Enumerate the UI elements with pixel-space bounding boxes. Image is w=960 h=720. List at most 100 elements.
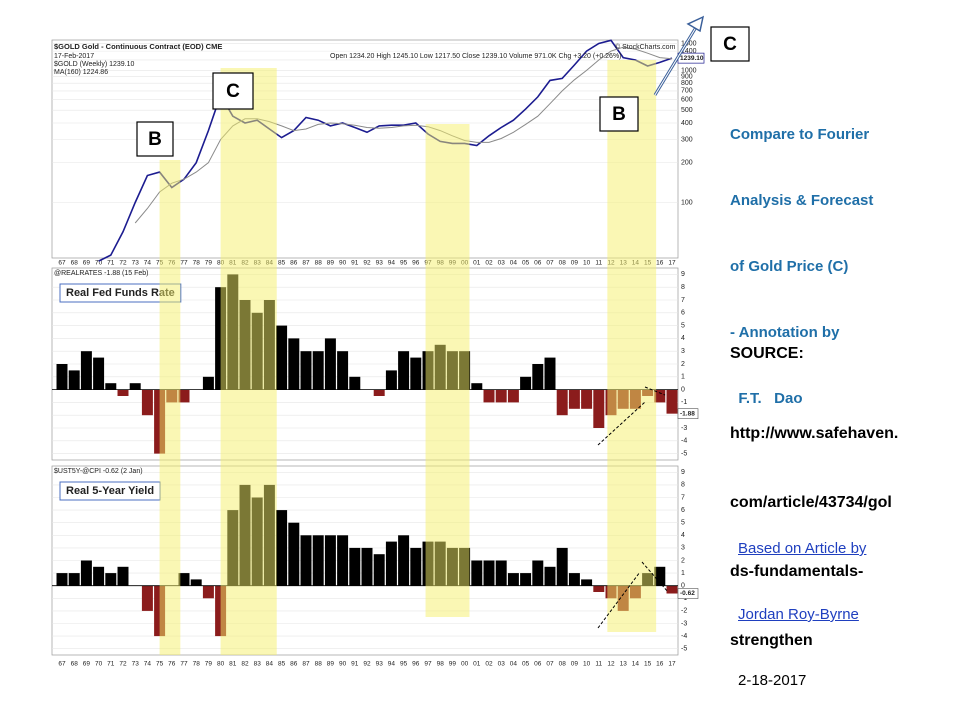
y-tick-label: -4 xyxy=(681,633,687,640)
x-tick-label: 89 xyxy=(327,661,335,668)
bar xyxy=(544,566,556,586)
x-tick-label: 90 xyxy=(339,260,347,267)
x-tick-label: 04 xyxy=(510,260,518,267)
x-tick-label: 12 xyxy=(607,661,615,668)
x-tick-label: 96 xyxy=(412,260,420,267)
x-tick-label: 06 xyxy=(534,260,542,267)
arrow xyxy=(654,23,699,96)
x-tick-label: 10 xyxy=(583,260,591,267)
bar xyxy=(56,573,68,586)
article-credit: Based on Article by Jordan Roy-Byrne 2-1… xyxy=(738,494,866,714)
x-tick-label: 67 xyxy=(58,260,66,267)
x-tick-label: 05 xyxy=(522,661,530,668)
x-tick-label: 76 xyxy=(168,661,176,668)
x-tick-label: 91 xyxy=(351,260,359,267)
bar xyxy=(178,389,190,403)
arrow-head xyxy=(686,15,705,33)
panel-title: $UST5Y-@CPI -0.62 (2 Jan) xyxy=(54,468,143,475)
bar xyxy=(556,389,568,416)
last-value: -1.88 xyxy=(680,410,695,417)
highlight-band xyxy=(220,68,277,655)
label-box xyxy=(136,121,174,157)
bar xyxy=(349,376,361,390)
bar xyxy=(349,547,361,586)
plots: 1002003004005006007008009001000120014001… xyxy=(51,39,705,668)
x-tick-label: 01 xyxy=(473,661,481,668)
x-tick-label: 03 xyxy=(498,661,506,668)
bar xyxy=(581,389,593,409)
wave-letter: B xyxy=(148,129,162,150)
bar xyxy=(581,579,593,586)
x-tick-label: 79 xyxy=(205,661,213,668)
bar xyxy=(654,566,666,586)
trend-line xyxy=(597,401,646,446)
bar xyxy=(593,389,605,428)
bar xyxy=(178,573,190,586)
panel-label-box xyxy=(59,283,182,303)
x-tick-label: 10 xyxy=(583,661,591,668)
y-tick-label: 0 xyxy=(681,386,685,393)
y-tick-label: 2 xyxy=(681,557,685,564)
bar xyxy=(398,351,410,390)
y-tick-label: 0 xyxy=(681,583,685,590)
x-tick-label: 77 xyxy=(180,661,188,668)
x-tick-label: 02 xyxy=(485,260,493,267)
x-tick-label: 02 xyxy=(485,661,493,668)
x-tick-label: 74 xyxy=(144,661,152,668)
x-tick-label: 70 xyxy=(95,661,103,668)
note-line: of Gold Price (C) xyxy=(730,258,849,275)
y-tick-label: 5 xyxy=(681,322,685,329)
bar xyxy=(654,389,666,403)
article-link[interactable]: Jordan Roy-Byrne xyxy=(738,606,859,623)
x-tick-label: 87 xyxy=(302,661,310,668)
bar xyxy=(507,573,519,586)
x-tick-label: 75 xyxy=(156,661,164,668)
y-tick-label: -5 xyxy=(681,646,687,653)
x-tick-label: 86 xyxy=(290,260,298,267)
bar xyxy=(556,547,568,586)
highlight-band xyxy=(425,124,470,617)
y-tick-label: 1000 xyxy=(681,67,697,74)
y-tick-label: 200 xyxy=(681,160,693,167)
x-tick-label: 93 xyxy=(376,661,384,668)
bar xyxy=(507,389,519,403)
bar xyxy=(93,357,105,390)
label-box xyxy=(212,72,254,110)
x-tick-label: 84 xyxy=(266,661,274,668)
wave-letter: B xyxy=(612,104,626,125)
bar xyxy=(276,510,288,586)
x-tick-label: 95 xyxy=(400,661,408,668)
x-tick-label: 07 xyxy=(546,661,554,668)
x-tick-label: 72 xyxy=(119,661,127,668)
last-value-box xyxy=(677,588,699,599)
x-tick-label: 16 xyxy=(656,260,664,267)
bar xyxy=(105,383,117,390)
x-tick-label: 69 xyxy=(83,260,91,267)
y-tick-label: 800 xyxy=(681,80,693,87)
bar xyxy=(190,579,202,586)
x-tick-label: 85 xyxy=(278,260,286,267)
x-tick-label: 70 xyxy=(95,260,103,267)
x-tick-label: 06 xyxy=(534,661,542,668)
highlight-band xyxy=(607,60,657,632)
x-tick-label: 14 xyxy=(632,661,640,668)
bar xyxy=(300,535,312,586)
url-line: ds-fundamentals- xyxy=(730,563,864,580)
bar xyxy=(105,573,117,586)
x-tick-label: 85 xyxy=(278,661,286,668)
url-line: com/article/43734/gol xyxy=(730,494,892,511)
x-tick-label: 69 xyxy=(83,661,91,668)
x-tick-label: 01 xyxy=(473,260,481,267)
bar xyxy=(544,357,556,390)
article-link[interactable]: Based on Article by xyxy=(738,540,867,557)
bar xyxy=(520,573,532,586)
bar xyxy=(666,585,678,594)
x-tick-label: 81 xyxy=(229,661,237,668)
bar xyxy=(568,573,580,586)
panel-label: Real Fed Funds Rate xyxy=(66,287,175,299)
label-box xyxy=(599,96,639,132)
bar xyxy=(471,560,483,586)
x-tick-label: 83 xyxy=(254,661,262,668)
y-tick-label: 8 xyxy=(681,482,685,489)
